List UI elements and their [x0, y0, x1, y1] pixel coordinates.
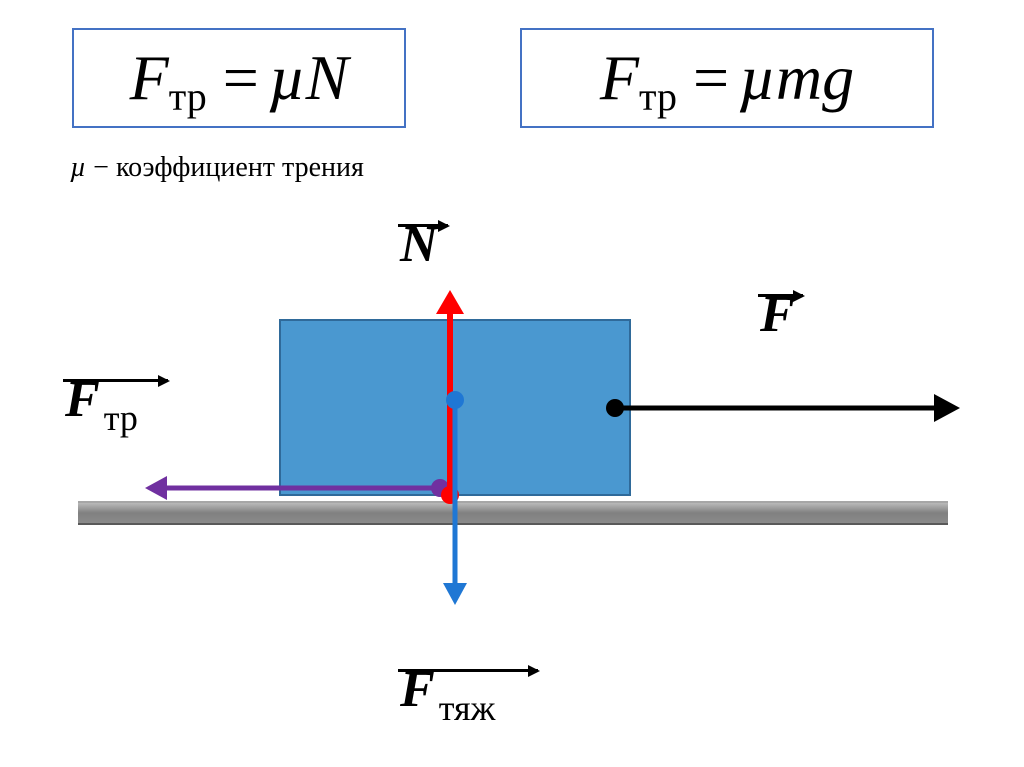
label-Ftr-text: F	[65, 371, 100, 428]
label-F-text: F	[760, 286, 795, 343]
label-N: N	[400, 215, 438, 274]
label-Fgrav-text: F	[400, 661, 435, 718]
free-body-diagram	[0, 0, 1024, 767]
label-Fgrav: F тяж	[400, 660, 495, 719]
label-Fgrav-sub: тяж	[439, 688, 496, 728]
label-F: F	[760, 285, 795, 344]
vector-applied	[606, 394, 960, 422]
ground	[78, 502, 948, 524]
label-Ftr: F тр	[65, 370, 138, 429]
label-N-text: N	[400, 216, 438, 273]
label-Ftr-sub: тр	[104, 398, 138, 438]
